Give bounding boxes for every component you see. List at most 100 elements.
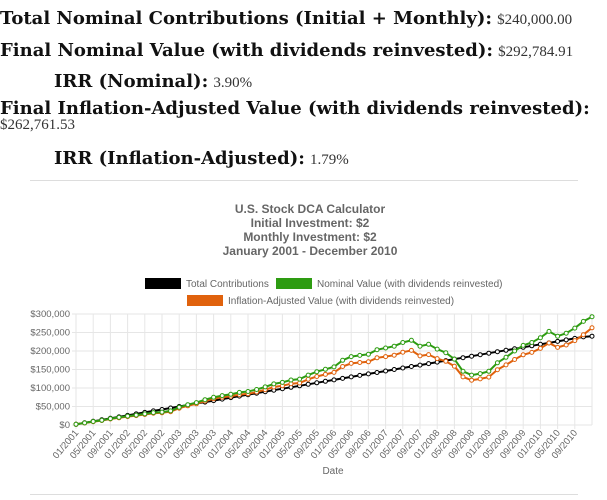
legend-label-inflation[interactable]: Inflation-Adjusted Value (with dividends… xyxy=(228,296,454,307)
nominal-value-point[interactable] xyxy=(150,410,156,416)
nominal-value-point[interactable] xyxy=(383,345,389,351)
contributions-point[interactable] xyxy=(537,341,543,347)
nominal-value-point[interactable] xyxy=(503,354,509,360)
nominal-value-point[interactable] xyxy=(580,318,586,324)
inflation-adjusted-point[interactable] xyxy=(314,374,320,379)
nominal-value-point[interactable] xyxy=(322,366,328,372)
contributions-point[interactable] xyxy=(314,380,320,386)
contributions-point[interactable] xyxy=(357,372,363,378)
inflation-adjusted-point[interactable] xyxy=(580,332,586,338)
nominal-value-point[interactable] xyxy=(563,330,569,336)
nominal-value-point[interactable] xyxy=(125,413,131,419)
inflation-adjusted-point[interactable] xyxy=(365,359,371,365)
contributions-point[interactable] xyxy=(494,349,500,355)
inflation-adjusted-point[interactable] xyxy=(331,369,337,375)
inflation-adjusted-point[interactable] xyxy=(417,353,423,359)
nominal-value-point[interactable] xyxy=(271,381,277,387)
inflation-adjusted-point[interactable] xyxy=(400,349,406,355)
nominal-value-point[interactable] xyxy=(90,419,96,424)
contributions-point[interactable] xyxy=(477,352,483,358)
nominal-value-point[interactable] xyxy=(305,372,311,378)
legend-swatch-contributions[interactable] xyxy=(145,278,181,289)
nominal-value-point[interactable] xyxy=(408,337,414,343)
nominal-value-point[interactable] xyxy=(142,411,148,417)
inflation-adjusted-point[interactable] xyxy=(572,338,578,344)
inflation-adjusted-point[interactable] xyxy=(443,358,449,364)
inflation-adjusted-point[interactable] xyxy=(322,371,328,377)
chart-legend[interactable]: Total Contributions Nominal Value (with … xyxy=(145,278,502,307)
inflation-adjusted-point[interactable] xyxy=(434,356,440,362)
inflation-adjusted-point[interactable] xyxy=(348,360,354,366)
contributions-point[interactable] xyxy=(383,368,389,374)
inflation-adjusted-point[interactable] xyxy=(512,357,518,362)
legend-swatch-inflation[interactable] xyxy=(187,295,223,306)
nominal-value-point[interactable] xyxy=(133,412,139,418)
nominal-value-point[interactable] xyxy=(219,393,225,399)
inflation-adjusted-point[interactable] xyxy=(408,347,414,353)
contributions-point[interactable] xyxy=(589,333,595,339)
inflation-adjusted-point[interactable] xyxy=(546,340,552,346)
nominal-value-point[interactable] xyxy=(176,404,182,410)
legend-swatch-nominal[interactable] xyxy=(276,278,312,289)
nominal-value-point[interactable] xyxy=(314,369,320,375)
nominal-value-point[interactable] xyxy=(572,325,578,331)
contributions-point[interactable] xyxy=(408,364,414,369)
nominal-value-point[interactable] xyxy=(228,391,234,397)
nominal-value-point[interactable] xyxy=(185,402,191,408)
inflation-adjusted-point[interactable] xyxy=(451,363,457,369)
inflation-adjusted-point[interactable] xyxy=(477,376,483,382)
nominal-value-point[interactable] xyxy=(73,421,79,427)
nominal-value-point[interactable] xyxy=(512,348,518,354)
nominal-value-point[interactable] xyxy=(443,350,449,356)
nominal-value-point[interactable] xyxy=(374,347,380,353)
nominal-value-point[interactable] xyxy=(426,341,432,347)
inflation-adjusted-point[interactable] xyxy=(589,325,595,331)
contributions-point[interactable] xyxy=(426,361,432,367)
inflation-adjusted-point[interactable] xyxy=(537,345,543,351)
inflation-adjusted-point[interactable] xyxy=(529,349,535,355)
inflation-adjusted-point[interactable] xyxy=(494,367,500,373)
contributions-point[interactable] xyxy=(400,365,406,371)
contributions-point[interactable] xyxy=(365,371,371,377)
nominal-value-point[interactable] xyxy=(589,314,595,320)
nominal-value-point[interactable] xyxy=(245,389,251,394)
contributions-point[interactable] xyxy=(555,338,561,344)
nominal-value-point[interactable] xyxy=(486,368,492,374)
inflation-adjusted-point[interactable] xyxy=(357,360,363,365)
nominal-value-point[interactable] xyxy=(159,409,165,415)
inflation-adjusted-point[interactable] xyxy=(305,376,311,382)
nominal-value-point[interactable] xyxy=(469,372,475,378)
nominal-value-point[interactable] xyxy=(555,333,561,339)
inflation-adjusted-point[interactable] xyxy=(503,362,509,368)
contributions-point[interactable] xyxy=(305,381,311,387)
contributions-point[interactable] xyxy=(331,377,337,383)
inflation-adjusted-point[interactable] xyxy=(460,374,466,380)
inflation-adjusted-point[interactable] xyxy=(520,352,526,358)
inflation-adjusted-point[interactable] xyxy=(563,342,569,348)
nominal-value-point[interactable] xyxy=(202,397,208,403)
nominal-value-point[interactable] xyxy=(236,389,242,395)
inflation-adjusted-point[interactable] xyxy=(383,354,389,360)
nominal-value-point[interactable] xyxy=(537,335,543,341)
nominal-value-point[interactable] xyxy=(417,343,423,349)
inflation-adjusted-point[interactable] xyxy=(374,355,380,361)
inflation-adjusted-point[interactable] xyxy=(555,344,561,350)
nominal-value-point[interactable] xyxy=(288,377,294,383)
contributions-point[interactable] xyxy=(391,367,397,372)
contributions-point[interactable] xyxy=(348,374,354,380)
nominal-value-point[interactable] xyxy=(400,340,406,345)
contributions-point[interactable] xyxy=(563,337,569,343)
legend-label-contributions[interactable]: Total Contributions xyxy=(186,279,269,290)
inflation-adjusted-point[interactable] xyxy=(391,352,397,358)
contributions-point[interactable] xyxy=(503,347,509,353)
nominal-value-point[interactable] xyxy=(529,340,535,345)
nominal-value-point[interactable] xyxy=(279,379,285,385)
nominal-value-point[interactable] xyxy=(451,356,457,362)
nominal-value-point[interactable] xyxy=(520,342,526,348)
nominal-value-point[interactable] xyxy=(116,414,122,420)
inflation-adjusted-point[interactable] xyxy=(426,352,432,358)
nominal-value-point[interactable] xyxy=(391,343,397,349)
nominal-value-point[interactable] xyxy=(494,360,500,366)
contributions-point[interactable] xyxy=(374,370,380,375)
legend-label-nominal[interactable]: Nominal Value (with dividends reinvested… xyxy=(317,279,502,290)
